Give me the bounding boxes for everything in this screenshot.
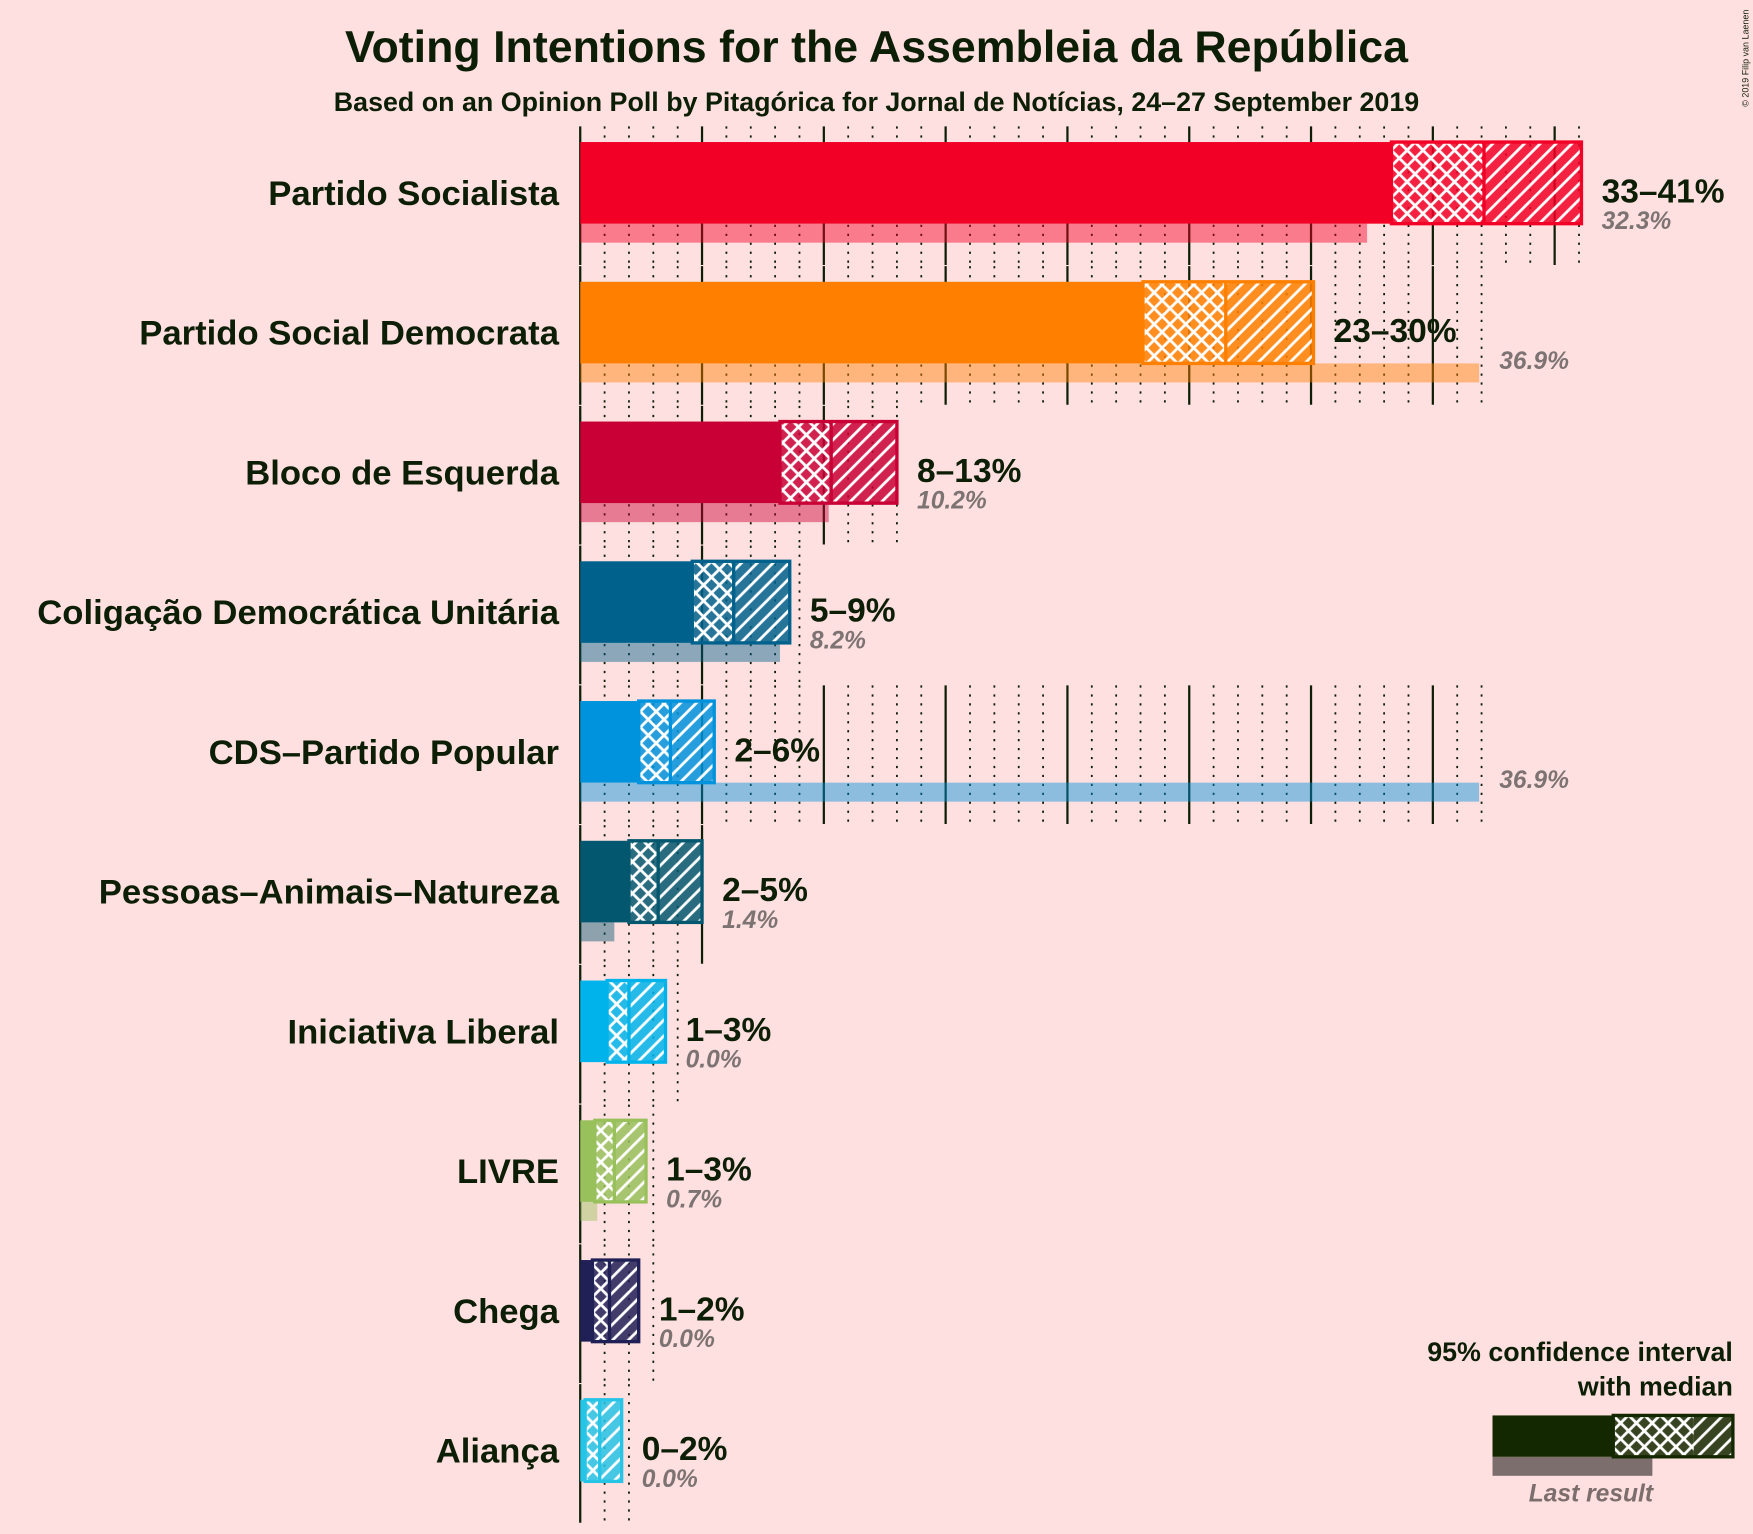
ci-hatch — [614, 1120, 647, 1202]
copyright: © 2019 Filip van Laenen — [1741, 10, 1751, 107]
range-label: 2–5% — [722, 872, 808, 909]
party-label: Aliança — [436, 1433, 560, 1471]
legend-cross — [1613, 1415, 1694, 1457]
legend-hatch — [1693, 1415, 1733, 1457]
ci-cross — [1142, 281, 1226, 364]
party-label: Partido Socialista — [268, 175, 559, 213]
range-label: 5–9% — [810, 593, 896, 630]
range-label: 1–3% — [686, 1012, 772, 1049]
ci-solid — [580, 840, 629, 923]
ci-outline — [605, 978, 668, 1064]
ci-hatch — [1484, 142, 1582, 224]
ci-hatch — [599, 1399, 622, 1482]
legend-text: 95% confidence interval — [1427, 1337, 1733, 1367]
ci-cross — [592, 1260, 610, 1342]
last-result-label: 1.4% — [722, 907, 778, 934]
ci-hatch — [831, 421, 897, 504]
ci-solid — [580, 142, 1392, 224]
range-label: 0–2% — [642, 1431, 728, 1468]
ci-hatch — [733, 561, 790, 643]
legend-text: Last result — [1529, 1480, 1655, 1507]
ci-hatch — [670, 701, 715, 783]
ci-cross — [638, 701, 671, 783]
ci-cross — [585, 1399, 600, 1482]
ci-cross — [779, 421, 832, 504]
ci-outline — [778, 419, 899, 505]
ci-solid — [580, 980, 608, 1063]
ci-solid — [580, 701, 639, 783]
party-label: CDS–Partido Popular — [209, 734, 559, 772]
ci-hatch — [1225, 281, 1314, 364]
ci-solid — [580, 421, 780, 504]
range-label: 1–2% — [659, 1291, 745, 1328]
ci-solid — [580, 281, 1143, 364]
ci-cross — [607, 980, 629, 1063]
last-result-label: 36.9% — [1499, 348, 1569, 375]
ci-solid — [580, 1399, 586, 1482]
chart-subtitle: Based on an Opinion Poll by Pitagórica f… — [334, 87, 1419, 117]
range-label: 2–6% — [734, 732, 820, 769]
ci-cross — [1391, 142, 1485, 224]
last-result-bar — [580, 782, 1480, 802]
ci-outline — [1141, 280, 1316, 366]
legend: 95% confidence interval with median Last… — [1427, 1337, 1735, 1507]
ci-cross — [594, 1120, 615, 1202]
last-result-bar — [580, 363, 1480, 383]
ci-cross — [692, 561, 734, 643]
party-label: Bloco de Esquerda — [245, 454, 559, 492]
ci-outline — [627, 839, 704, 925]
ci-solid — [580, 1260, 593, 1342]
range-label: 8–13% — [917, 453, 1021, 490]
range-label: 33–41% — [1602, 173, 1725, 210]
last-result-bar — [580, 223, 1368, 243]
last-result-bar — [580, 1201, 598, 1221]
range-label: 1–3% — [666, 1152, 752, 1189]
ci-hatch — [658, 840, 703, 923]
ci-hatch — [609, 1260, 639, 1342]
ci-outline — [593, 1118, 648, 1204]
ci-outline — [637, 699, 716, 785]
ci-outline — [690, 559, 792, 645]
last-result-bar — [580, 503, 829, 523]
party-label: Pessoas–Animais–Natureza — [99, 874, 560, 912]
last-result-label: 8.2% — [810, 627, 866, 654]
legend-text: with median — [1577, 1372, 1733, 1402]
ci-outline — [583, 1398, 624, 1484]
last-result-label: 0.0% — [659, 1326, 715, 1353]
last-result-label: 36.9% — [1499, 767, 1569, 794]
party-label: Partido Social Democrata — [139, 315, 559, 353]
last-result-bar — [580, 922, 615, 942]
chart-title: Voting Intentions for the Assembleia da … — [345, 23, 1409, 72]
ci-hatch — [628, 980, 666, 1063]
last-result-label: 0.0% — [642, 1466, 698, 1493]
party-label: Coligação Democrática Unitária — [37, 594, 559, 632]
ci-cross — [628, 840, 659, 923]
party-label: LIVRE — [457, 1153, 559, 1191]
last-result-label: 32.3% — [1602, 208, 1672, 235]
last-result-label: 10.2% — [917, 488, 987, 515]
last-result-label: 0.7% — [666, 1186, 722, 1213]
ci-solid — [580, 1120, 595, 1202]
ci-outline — [1389, 140, 1584, 226]
ci-outline — [590, 1258, 641, 1344]
legend-outline — [1611, 1413, 1735, 1459]
legend-last-bar — [1492, 1456, 1653, 1476]
last-result-bar — [580, 642, 780, 662]
party-label: Chega — [453, 1293, 560, 1331]
range-label: 23–30% — [1334, 313, 1457, 350]
last-result-label: 0.0% — [686, 1047, 742, 1074]
party-label: Iniciativa Liberal — [288, 1013, 559, 1051]
legend-solid — [1492, 1415, 1614, 1457]
ci-solid — [580, 561, 693, 643]
